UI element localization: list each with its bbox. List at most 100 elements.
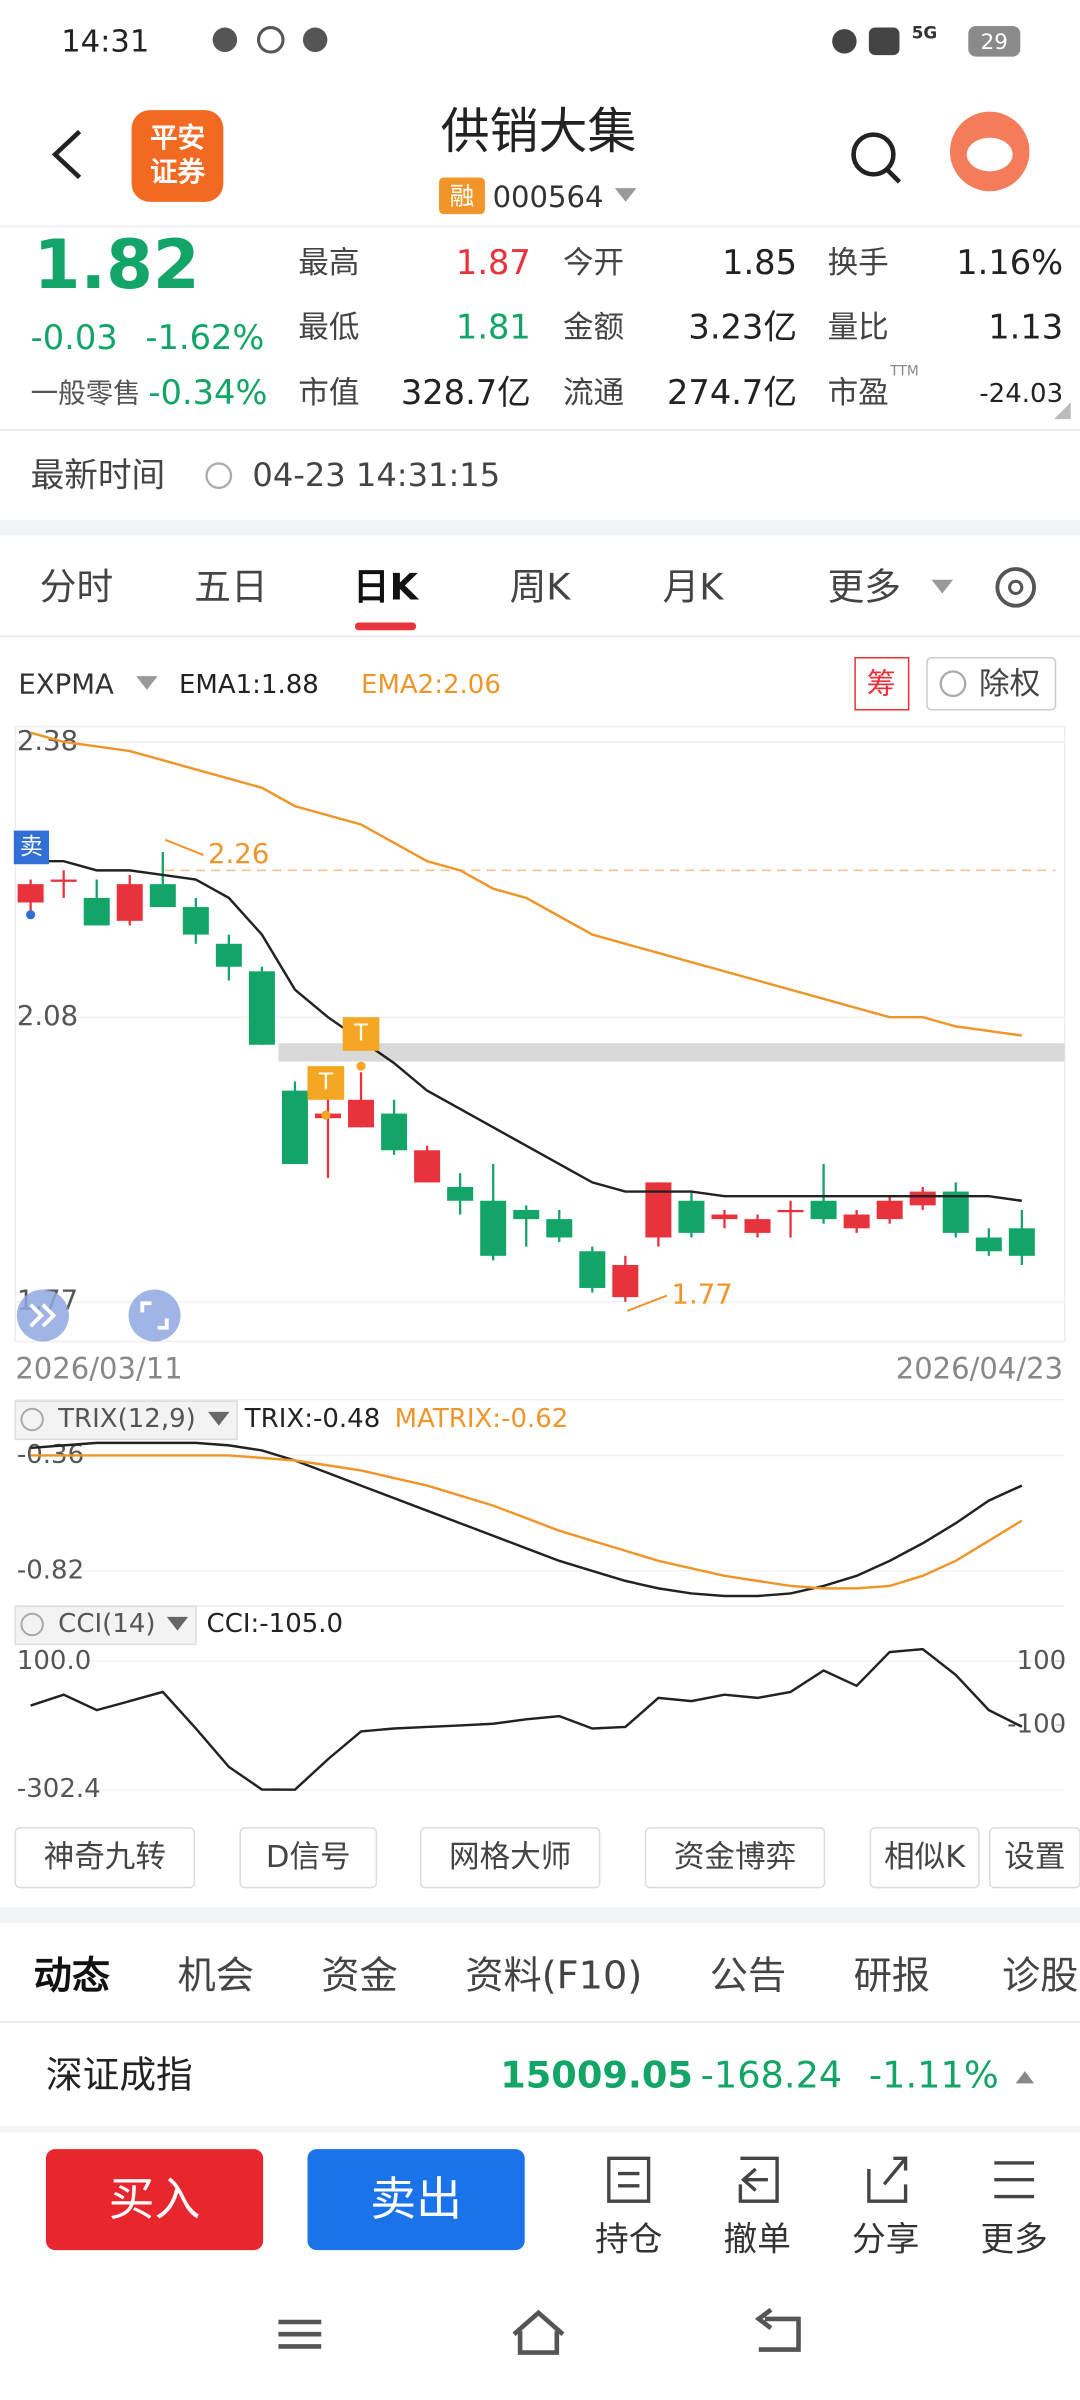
info-tab[interactable]: 动态 — [34, 1954, 110, 1998]
indicator-dropdown[interactable] — [208, 1411, 230, 1426]
period-tab[interactable]: 周K — [510, 565, 572, 608]
indicator-line — [30, 1647, 1023, 1791]
info-icon — [20, 1407, 44, 1432]
pe-note: TTM — [889, 364, 918, 380]
indicator-line — [30, 1454, 1023, 1590]
info-icon — [20, 1612, 44, 1637]
change: -0.03 — [31, 318, 118, 357]
t-badge — [342, 1017, 380, 1051]
info-tab[interactable]: 机会 — [177, 1954, 253, 1998]
stat-value: 1.87 — [456, 243, 531, 282]
stat-value: 1.13 — [988, 307, 1063, 346]
info-tab[interactable]: 资金 — [321, 1954, 397, 1998]
fullscreen-icon — [140, 1301, 169, 1330]
candle-body — [843, 1214, 870, 1229]
settings-button[interactable] — [995, 567, 1036, 608]
tool-button[interactable] — [14, 1827, 196, 1889]
action-label: 更多 — [981, 2219, 1048, 2258]
back-button[interactable] — [51, 129, 82, 180]
x-tick-label: 2026/04/23 — [896, 1352, 1063, 1386]
code-dropdown[interactable] — [614, 188, 637, 202]
action-label: 分享 — [852, 2219, 919, 2258]
period-tab[interactable]: 五日 — [194, 565, 267, 608]
candle-body — [116, 884, 143, 921]
period-tab[interactable]: 月K — [663, 565, 725, 608]
info-tab[interactable]: 公告 — [710, 1954, 786, 1998]
indicator-header[interactable] — [14, 1605, 197, 1646]
tool-button[interactable] — [869, 1827, 980, 1889]
stat-label: 最低 — [298, 310, 359, 345]
x-tick-label: 2026/03/11 — [15, 1352, 182, 1386]
time-label: 最新时间 — [31, 456, 166, 495]
info-tab[interactable]: 诊股 — [1002, 1954, 1078, 1998]
alarm-icon — [832, 29, 857, 54]
min-pointer — [626, 1294, 668, 1312]
y-tick-label: 100.0 — [17, 1646, 91, 1676]
candle-body — [381, 1113, 408, 1151]
section-gap — [0, 2126, 1080, 2133]
max-label: 2.26 — [208, 838, 269, 870]
candle-body — [942, 1191, 969, 1233]
chips-label: 筹 — [867, 666, 896, 700]
info-icon[interactable] — [205, 462, 233, 490]
y-tick-label: 2.08 — [17, 1000, 78, 1032]
candle-body — [50, 879, 77, 882]
legend-entry: CCI:-105.0 — [207, 1609, 344, 1639]
nav-back[interactable] — [754, 2307, 801, 2352]
period-tab[interactable]: 分时 — [40, 565, 113, 608]
candle-body — [83, 897, 110, 926]
expand-index[interactable] — [1015, 2071, 1035, 2084]
info-tab[interactable]: 研报 — [854, 1954, 930, 1998]
sell-button[interactable] — [307, 2149, 525, 2251]
action-icon[interactable] — [994, 2161, 1035, 2199]
candle-body — [17, 884, 44, 903]
indicator-title: CCI(14) — [58, 1609, 155, 1639]
status-time: 14:31 — [61, 24, 149, 59]
indicator-header[interactable] — [14, 1400, 238, 1441]
adjust-button[interactable] — [926, 656, 1057, 711]
tool-label: 神奇九转 — [44, 1840, 166, 1875]
tool-button[interactable] — [419, 1827, 601, 1889]
legend-entry: TRIX:-0.48 — [244, 1404, 380, 1434]
indicator-name[interactable]: EXPMA — [18, 668, 114, 700]
action-icon[interactable] — [867, 2156, 908, 2203]
candle-body — [975, 1237, 1002, 1252]
sector-pct: -0.34% — [148, 373, 267, 412]
avatar-face — [966, 137, 1013, 172]
y-tick-label: -0.82 — [17, 1555, 84, 1585]
battery-level: 29 — [981, 30, 1008, 55]
y-tick-label: -302.4 — [17, 1774, 101, 1804]
period-tab[interactable]: 更多 — [828, 565, 901, 608]
nav-menu[interactable] — [278, 2319, 322, 2349]
status-icon — [257, 26, 285, 54]
action-icon[interactable] — [738, 2156, 779, 2203]
candle-body — [149, 884, 176, 908]
more-dropdown[interactable] — [931, 579, 954, 594]
legend-entry: EMA2:2.06 — [361, 670, 501, 700]
sell-label: 卖出 — [370, 2172, 462, 2226]
fullscreen-button[interactable] — [128, 1289, 181, 1342]
stat-label: 最高 — [298, 246, 359, 281]
buy-button[interactable] — [45, 2149, 264, 2251]
info-tab[interactable]: 资料(F10) — [465, 1954, 642, 1998]
nav-home[interactable] — [512, 2309, 565, 2355]
action-icon[interactable] — [607, 2156, 651, 2203]
candle-body — [909, 1191, 936, 1206]
tool-button[interactable] — [239, 1827, 378, 1889]
indicator-dropdown[interactable] — [136, 676, 158, 690]
candle-body — [777, 1209, 804, 1213]
indicator-dropdown[interactable] — [166, 1616, 189, 1631]
search-button[interactable] — [851, 132, 896, 177]
stat-label: 市盈 — [828, 376, 889, 411]
tool-label: 设置 — [1004, 1840, 1065, 1875]
period-tab[interactable]: 日K — [353, 565, 420, 608]
indicator-line — [30, 731, 1023, 1037]
tool-button[interactable] — [644, 1827, 826, 1889]
index-change-pct: -1.11% — [869, 2054, 999, 2097]
action-label: 撤单 — [724, 2219, 791, 2258]
tool-label: 资金博弈 — [674, 1840, 796, 1875]
chips-button[interactable] — [854, 656, 910, 711]
candle-body — [281, 1090, 308, 1165]
index-value: 15009.05 — [500, 2054, 693, 2097]
